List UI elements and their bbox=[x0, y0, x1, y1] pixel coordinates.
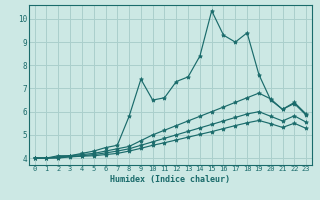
X-axis label: Humidex (Indice chaleur): Humidex (Indice chaleur) bbox=[110, 175, 230, 184]
